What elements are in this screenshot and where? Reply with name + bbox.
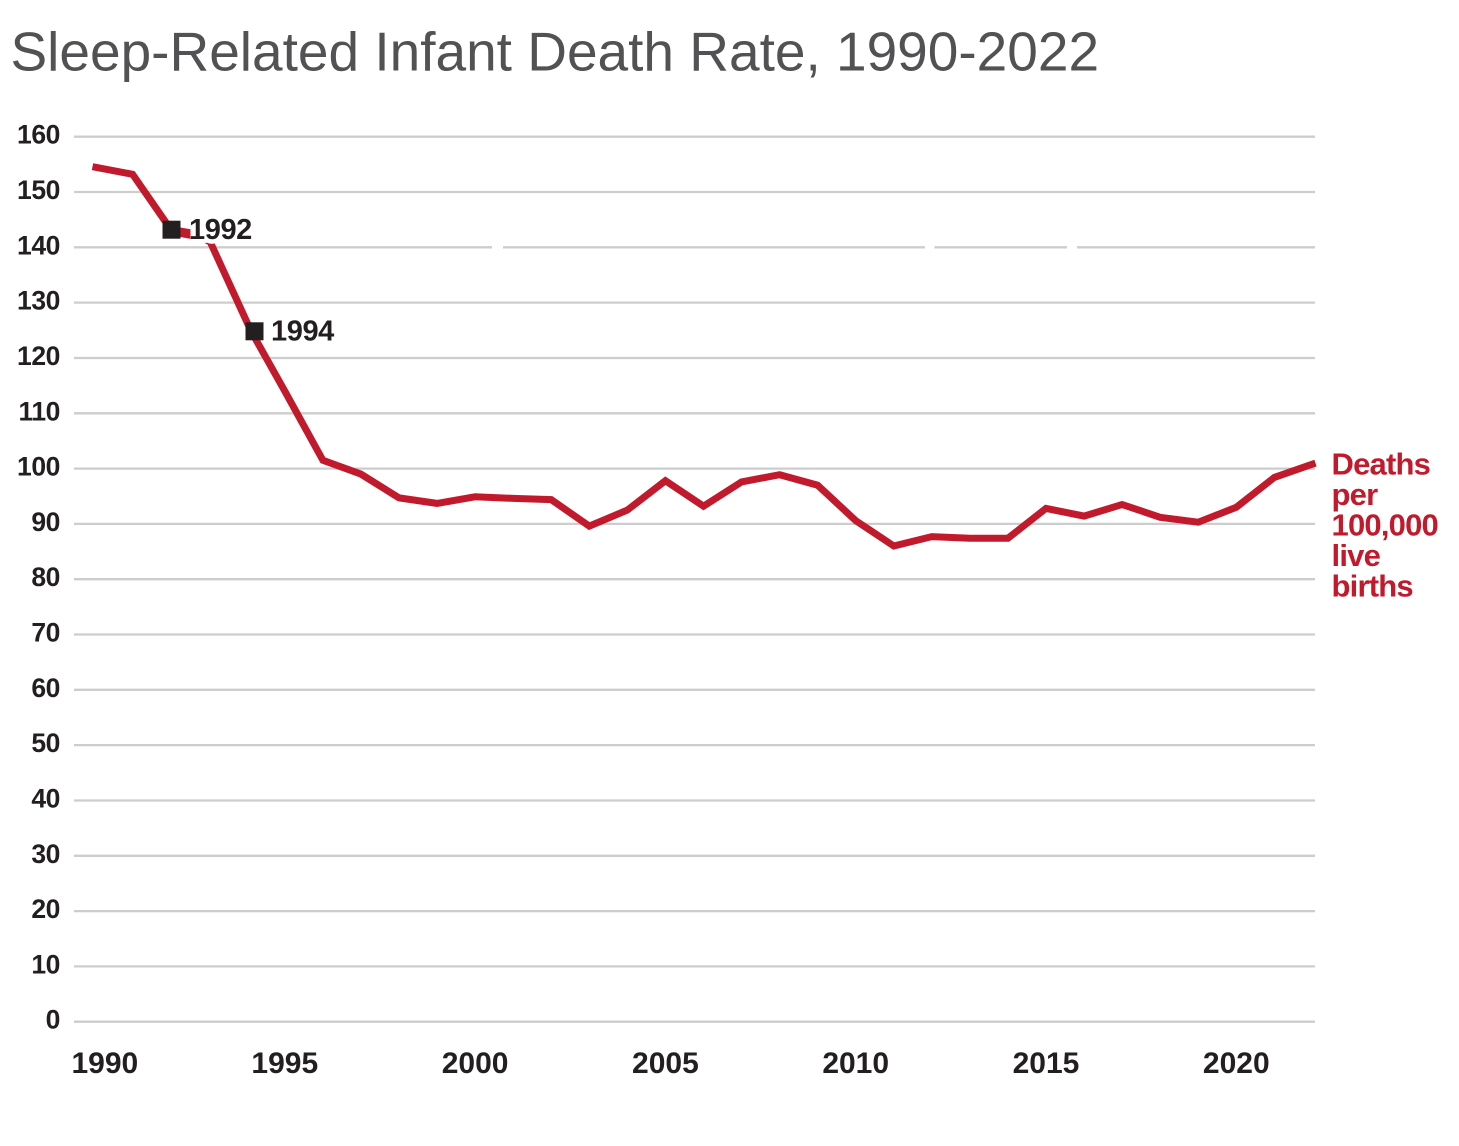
svg-text:live: live [1332, 538, 1381, 573]
svg-text:70: 70 [31, 618, 60, 648]
svg-text:1992: 1992 [189, 214, 252, 246]
svg-text:2015: 2015 [1013, 1047, 1080, 1080]
svg-text:1995: 1995 [251, 1047, 318, 1080]
svg-text:1990: 1990 [72, 1047, 139, 1080]
svg-text:130: 130 [17, 286, 60, 316]
svg-text:0: 0 [46, 1005, 60, 1035]
svg-text:per: per [1332, 477, 1379, 512]
svg-text:20: 20 [31, 894, 60, 924]
svg-text:60: 60 [31, 673, 60, 703]
svg-text:100,000: 100,000 [1332, 508, 1438, 543]
svg-text:10: 10 [31, 949, 60, 979]
svg-text:90: 90 [31, 507, 60, 537]
svg-text:2000: 2000 [442, 1047, 509, 1080]
svg-text:2010: 2010 [822, 1047, 889, 1080]
svg-text:2005: 2005 [632, 1047, 699, 1080]
svg-text:30: 30 [31, 839, 60, 869]
svg-text:80: 80 [31, 562, 60, 592]
svg-text:1994: 1994 [271, 315, 334, 347]
svg-text:Deaths: Deaths [1332, 447, 1431, 482]
svg-text:110: 110 [18, 396, 60, 426]
svg-text:Sleep-Related Infant Death Rat: Sleep-Related Infant Death Rate, 1990-20… [11, 21, 1100, 83]
svg-text:100: 100 [17, 452, 60, 482]
svg-text:160: 160 [17, 120, 60, 150]
svg-text:150: 150 [17, 175, 60, 205]
svg-text:140: 140 [17, 230, 60, 260]
svg-text:births: births [1332, 569, 1413, 604]
svg-text:40: 40 [31, 784, 60, 814]
svg-text:2020: 2020 [1203, 1047, 1270, 1080]
svg-text:120: 120 [17, 341, 60, 371]
svg-text:50: 50 [31, 728, 60, 758]
